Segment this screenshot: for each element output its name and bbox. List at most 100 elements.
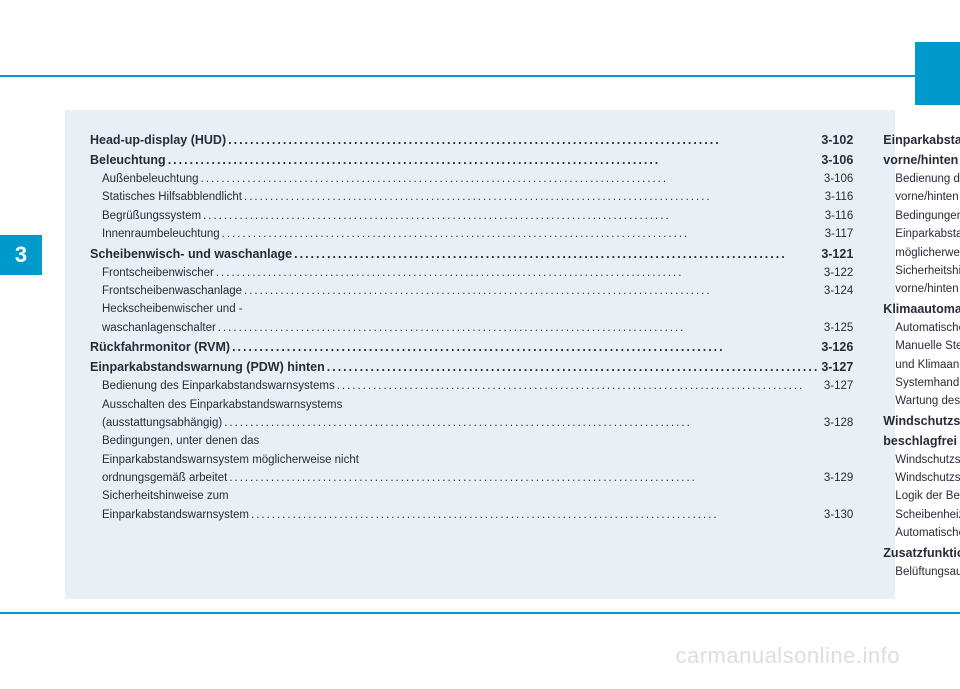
toc-page-number: 3-125 — [824, 319, 853, 337]
toc-page-number: 3-126 — [821, 337, 853, 357]
toc-sub-entry: vorne/hinten3-132 — [883, 188, 960, 206]
toc-leader-dots — [337, 377, 822, 395]
toc-leader-dots — [294, 244, 819, 264]
toc-page-number: 3-106 — [824, 170, 853, 188]
toc-continuation-line: Heckscheibenwischer und - — [90, 300, 853, 318]
toc-sub-entry: Frontscheibenwischer 3-122 — [90, 264, 853, 282]
toc-main-entry: Scheibenwisch- und waschanlage 3-121 — [90, 244, 853, 264]
toc-leader-dots — [216, 264, 822, 282]
toc-continuation-line: Windschutzscheibe entfrosten und — [883, 411, 960, 431]
toc-leader-dots — [222, 225, 823, 243]
toc-entry-label: Head-up-display (HUD) — [90, 130, 226, 150]
toc-entry-label: Frontscheibenwaschanlage — [102, 282, 242, 300]
toc-page-number: 3-116 — [825, 188, 854, 206]
toc-entry-label: Bedienung des Einparkabstandswarnsystems — [102, 377, 335, 395]
toc-sub-entry: Belüftungsautomatik3-156 — [883, 563, 960, 581]
toc-continuation-line: Einparkabstandswarnsystem vorne/hinten — [883, 225, 960, 243]
toc-continuation-line: Einparkabstandswarnsystem möglicherweise… — [90, 451, 853, 469]
toc-main-entry: Head-up-display (HUD) 3-102 — [90, 130, 853, 150]
toc-leader-dots — [224, 414, 822, 432]
toc-entry-label: Einparkabstandswarnsystem — [102, 506, 249, 524]
toc-entry-label: beschlagfrei halten — [883, 431, 960, 451]
toc-sub-entry: Außenbeleuchtung 3-106 — [90, 170, 853, 188]
toc-entry-label: Außenbeleuchtung — [102, 170, 199, 188]
toc-entry-label: Logik der Belüftungssteuerung — [895, 487, 960, 505]
toc-sub-entry: Bedienung des Einparkabstandswarnsystems… — [90, 377, 853, 395]
toc-continuation-line: Manuelle Steuerung der Heizung — [883, 337, 960, 355]
toc-leader-dots — [327, 357, 820, 377]
toc-continuation-line: Sicherheitshinweise zum — [90, 487, 853, 505]
toc-entry-label: und Klimaanlage — [895, 356, 960, 374]
toc-sub-entry: ordnungsgemäß arbeitet 3-129 — [90, 469, 853, 487]
toc-entry-label: (ausstattungsabhängig) — [102, 414, 222, 432]
toc-leader-dots — [201, 170, 822, 188]
toc-leader-dots — [203, 207, 823, 225]
toc-page-number: 3-127 — [821, 357, 853, 377]
toc-page-number: 3-128 — [824, 414, 853, 432]
toc-page-number: 3-117 — [825, 225, 854, 243]
toc-continuation-line: Sicherheitshinweise zum Einparkabstandsw… — [883, 262, 960, 280]
toc-leader-dots — [244, 188, 823, 206]
toc-page-number: 3-116 — [825, 207, 854, 225]
toc-page-number: 3-129 — [824, 469, 853, 487]
toc-continuation-line: Bedingungen, unter denen das — [883, 207, 960, 225]
toc-sub-entry: Windschutzscheibe innen beschlagfrei hal… — [883, 451, 960, 469]
toc-continuation-line: Einparkabstandswarnung (PDW) — [883, 130, 960, 150]
toc-entry-label: Einparkabstandswarnung (PDW) hinten — [90, 357, 325, 377]
toc-sub-entry: Scheibenheizung3-152 — [883, 506, 960, 524]
toc-page-number: 3-102 — [821, 130, 853, 150]
toc-entry-label: vorne/hinten — [883, 150, 958, 170]
toc-entry-label: Automatische Heizung und Klimatisierung — [895, 319, 960, 337]
toc-sub-entry: Begrüßungssystem3-116 — [90, 207, 853, 225]
toc-entry-label: Scheibenwisch- und waschanlage — [90, 244, 292, 264]
toc-continuation-line: Bedingungen, unter denen das — [90, 432, 853, 450]
toc-sub-entry: Logik der Belüftungssteuerung3-152 — [883, 487, 960, 505]
toc-sub-entry: Systemhandhabung3-146 — [883, 374, 960, 392]
toc-leader-dots — [218, 319, 822, 337]
toc-sub-entry: Frontscheibenwaschanlage 3-124 — [90, 282, 853, 300]
toc-entry-label: waschanlagenschalter — [102, 319, 216, 337]
toc-leader-dots — [232, 337, 819, 357]
toc-sub-entry: Einparkabstandswarnsystem 3-130 — [90, 506, 853, 524]
toc-entry-label: ordnungsgemäß arbeitet — [102, 469, 227, 487]
bottom-accent-border — [0, 612, 960, 614]
toc-page-number: 3-106 — [821, 150, 853, 170]
toc-entry-label: Belüftungsautomatik — [895, 563, 960, 581]
toc-leader-dots — [168, 150, 820, 170]
toc-entry-label: Statisches Hilfsabblendlicht — [102, 188, 242, 206]
toc-sub-entry: Windschutzscheibe außen enteisen3-151 — [883, 469, 960, 487]
toc-entry-label: vorne/hinten — [895, 188, 958, 206]
toc-page-number: 3-127 — [824, 377, 853, 395]
toc-entry-label: möglicherweise nicht ordnungsgemäß arbei… — [895, 244, 960, 262]
toc-main-entry: Einparkabstandswarnung (PDW) hinten 3-127 — [90, 357, 853, 377]
toc-leader-dots — [228, 130, 819, 150]
toc-entry-label: Windschutzscheibe außen enteisen — [895, 469, 960, 487]
toc-page-number: 3-124 — [824, 282, 853, 300]
toc-entry-label: Frontscheibenwischer — [102, 264, 214, 282]
top-accent-border — [0, 75, 960, 77]
toc-leader-dots — [229, 469, 822, 487]
toc-main-entry: beschlagfrei halten3-150 — [883, 431, 960, 451]
toc-entry-label: Rückfahrmonitor (RVM) — [90, 337, 230, 357]
toc-entry-label: Innenraumbeleuchtung — [102, 225, 220, 243]
toc-right-column: Einparkabstandswarnung (PDW)vorne/hinten… — [883, 130, 960, 579]
corner-accent-block — [915, 42, 960, 105]
toc-sub-entry: vorne/hinten3-135 — [883, 280, 960, 298]
toc-entry-label: Systemhandhabung — [895, 374, 960, 392]
toc-page-number: 3-130 — [824, 506, 853, 524]
toc-main-entry: Zusatzfunktionen der klimaregelung3-156 — [883, 543, 960, 563]
toc-entry-label: Wartung des Systems — [895, 392, 960, 410]
toc-entry-label: Zusatzfunktionen der klimaregelung — [883, 543, 960, 563]
toc-main-entry: vorne/hinten3-131 — [883, 150, 960, 170]
toc-page-number: 3-121 — [821, 244, 853, 264]
toc-page-number: 3-122 — [824, 264, 853, 282]
toc-left-column: Head-up-display (HUD)3-102Beleuchtung3-1… — [90, 130, 853, 579]
toc-sub-entry: Statisches Hilfsabblendlicht 3-116 — [90, 188, 853, 206]
toc-sub-entry: und Klimaanlage3-138 — [883, 356, 960, 374]
toc-sub-entry: (ausstattungsabhängig) 3-128 — [90, 414, 853, 432]
toc-continuation-line: Ausschalten des Einparkabstandswarnsyste… — [90, 396, 853, 414]
toc-sub-entry: waschanlagenschalter 3-125 — [90, 319, 853, 337]
toc-entry-label: Scheibenheizung — [895, 506, 960, 524]
toc-sub-entry: Wartung des Systems3-148 — [883, 392, 960, 410]
toc-entry-label: Windschutzscheibe innen beschlagfrei hal… — [895, 451, 960, 469]
